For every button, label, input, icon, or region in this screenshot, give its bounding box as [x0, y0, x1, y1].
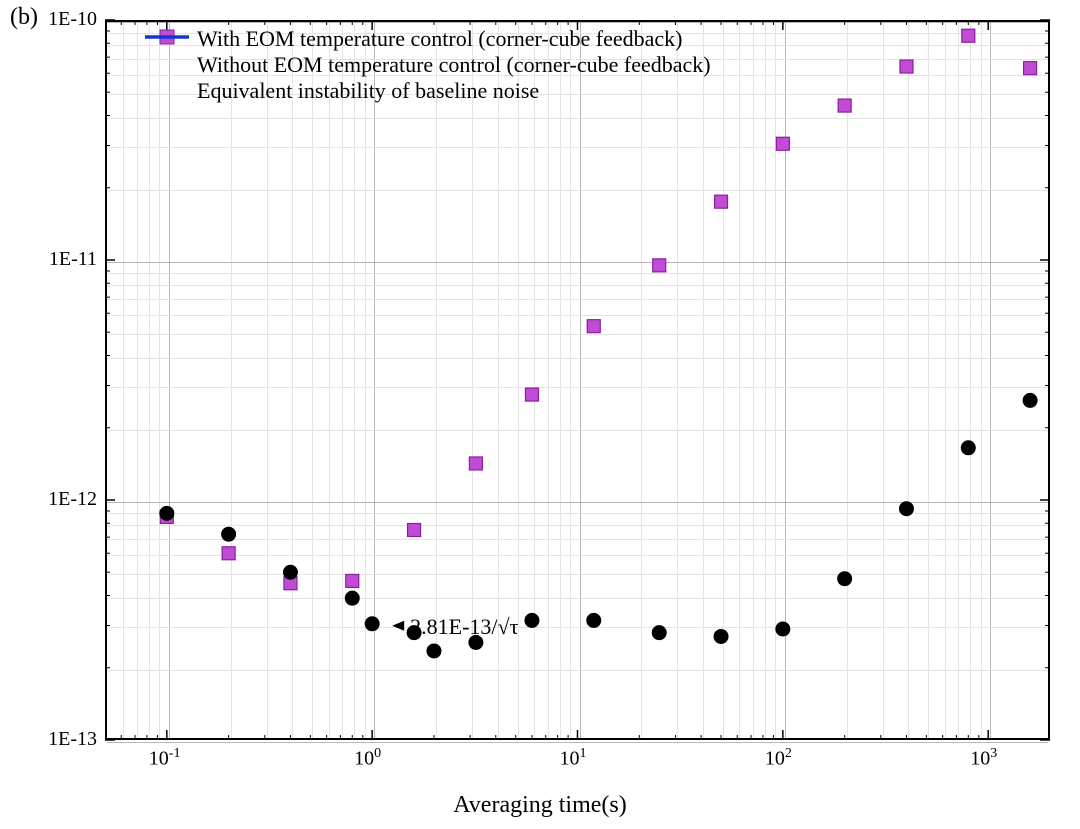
y-tick-label: 1E-11: [49, 248, 97, 271]
legend: With EOM temperature control (corner-cub…: [145, 26, 711, 104]
legend-entry: Equivalent instability of baseline noise: [145, 78, 711, 104]
legend-label: Equivalent instability of baseline noise: [197, 78, 539, 104]
legend-entry: Without EOM temperature control (corner-…: [145, 52, 711, 78]
y-tick-label: 1E-13: [48, 728, 97, 751]
x-tick-label: 101: [560, 746, 587, 771]
x-tick-label: 100: [354, 746, 381, 771]
x-tick-label: 103: [970, 746, 997, 771]
panel-label: (b): [10, 4, 38, 31]
x-tick-label: 102: [765, 746, 792, 771]
legend-entry: With EOM temperature control (corner-cub…: [145, 26, 711, 52]
x-tick-label: 10-1: [149, 746, 181, 771]
chart-svg: [0, 0, 1080, 829]
legend-label: With EOM temperature control (corner-cub…: [197, 26, 683, 52]
legend-label: Without EOM temperature control (corner-…: [197, 52, 711, 78]
y-axis-label: Allan deviation: [0, 0, 6, 829]
y-tick-label: 1E-10: [48, 8, 97, 31]
fit-annotation: 2.81E-13/√τ: [410, 614, 518, 640]
y-tick-label: 1E-12: [48, 488, 97, 511]
x-axis-label: Averaging time(s): [0, 792, 1080, 819]
